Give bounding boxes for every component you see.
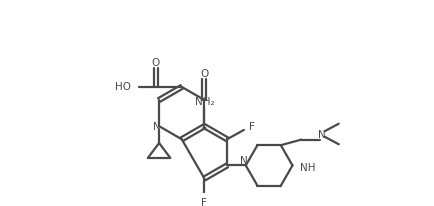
Text: N: N — [240, 156, 247, 166]
Text: HO: HO — [115, 82, 131, 92]
Text: N: N — [317, 130, 325, 140]
Text: N: N — [153, 122, 161, 132]
Text: NH: NH — [299, 163, 315, 173]
Text: O: O — [200, 69, 208, 79]
Text: NH₂: NH₂ — [194, 97, 214, 107]
Text: F: F — [248, 122, 254, 132]
Text: O: O — [151, 58, 159, 68]
Text: F: F — [201, 198, 207, 206]
